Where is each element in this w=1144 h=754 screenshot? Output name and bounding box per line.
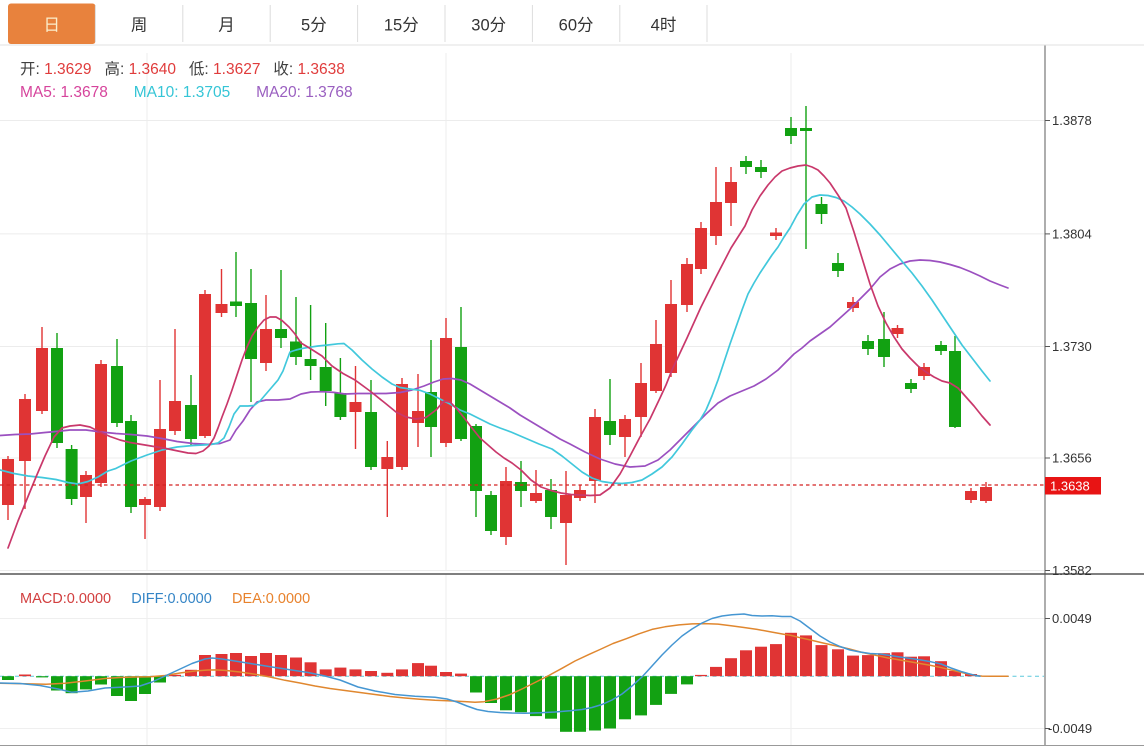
svg-text:日: 日 [43,17,60,35]
svg-text:1.3582: 1.3582 [1052,563,1092,578]
svg-text:周: 周 [131,17,148,35]
svg-text:60分: 60分 [559,16,594,35]
svg-text:1.3638: 1.3638 [1050,479,1090,494]
svg-text:MACD:0.0000 DIFF:0.0000: MACD:0.0000 DIFF:0.0000 DEA:0.0000 [20,591,310,607]
svg-text:开: 1.3629 高: 1.3640 低: 1.3: 开: 1.3629 高: 1.3640 低: 1.3627 收: 1.3638 [20,60,345,78]
svg-text:1.3878: 1.3878 [1052,113,1092,128]
svg-text:1.3804: 1.3804 [1052,226,1092,241]
svg-text:4时: 4时 [651,16,677,35]
svg-text:5分: 5分 [301,16,327,35]
svg-text:1.3730: 1.3730 [1052,339,1092,354]
svg-text:MA5: 1.3678 MA10: 1.3705: MA5: 1.3678 MA10: 1.3705 MA20: 1.3768 [20,84,353,101]
svg-text:30分: 30分 [471,16,506,35]
svg-text:1.3656: 1.3656 [1052,451,1092,466]
svg-text:0.0049: 0.0049 [1052,611,1092,626]
svg-text:月: 月 [218,17,235,35]
svg-text:-0.0049: -0.0049 [1048,721,1092,736]
svg-text:15分: 15分 [384,16,419,35]
